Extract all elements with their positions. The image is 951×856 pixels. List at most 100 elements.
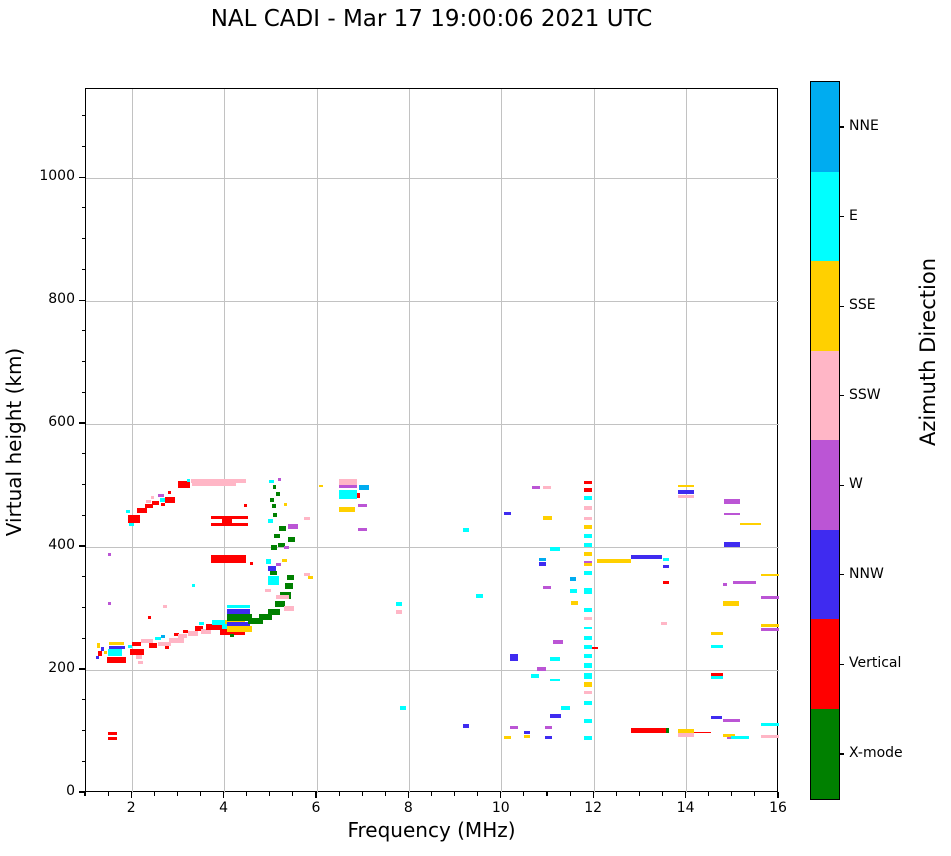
echo-point (98, 650, 102, 656)
y-tick (81, 483, 85, 486)
echo-point (761, 627, 779, 631)
echo-point (230, 634, 234, 638)
colorbar-segment-sse (811, 261, 839, 352)
echo-point (357, 528, 367, 532)
echo-point (677, 728, 694, 733)
echo-point (537, 666, 546, 671)
echo-point (677, 732, 694, 737)
echo-point (160, 502, 166, 506)
echo-point (183, 630, 188, 634)
echo-point (108, 601, 112, 605)
echo-point (267, 566, 276, 572)
echo-point (395, 609, 403, 614)
x-tick (84, 792, 86, 796)
x-tick (199, 792, 202, 796)
echo-point (194, 625, 203, 631)
echo-point (761, 722, 779, 726)
y-tick-label: 0 (66, 783, 75, 799)
x-tick (615, 792, 617, 796)
echo-point (584, 588, 592, 595)
echo-point (761, 595, 779, 599)
echo-point (226, 605, 250, 609)
colorbar-tick (840, 395, 844, 397)
y-tick (81, 330, 85, 332)
x-tick (246, 792, 248, 796)
echo-point (159, 497, 167, 502)
echo-point (190, 478, 247, 483)
echo-point (543, 585, 551, 589)
echo-point (584, 524, 592, 529)
echo-point (538, 561, 547, 566)
echo-point (108, 732, 118, 736)
echo-point (211, 619, 225, 625)
echo-point (250, 562, 254, 566)
echo-point (570, 589, 577, 594)
echo-point (266, 558, 271, 564)
echo-point (339, 484, 357, 488)
y-tick (81, 391, 85, 393)
x-gridline (593, 89, 595, 793)
echo-point (462, 723, 470, 728)
y-gridline (86, 546, 779, 548)
echo-point (711, 675, 724, 679)
echo-point (167, 491, 171, 495)
echo-point (662, 581, 670, 585)
echo-point (267, 519, 273, 524)
echo-point (307, 576, 313, 580)
x-gridline (501, 89, 503, 793)
echo-point (584, 735, 592, 740)
y-gridline (86, 669, 779, 671)
y-tick-label: 800 (48, 291, 75, 308)
echo-point (219, 628, 246, 636)
echo-point (677, 485, 694, 488)
echo-point (662, 564, 670, 568)
echo-point (724, 542, 741, 548)
echo-point (560, 706, 571, 711)
echo-point (584, 570, 592, 575)
x-tick (569, 792, 571, 796)
echo-point (510, 726, 518, 730)
colorbar-segment-e (811, 171, 839, 262)
echo-point (157, 641, 171, 646)
y-tick (81, 361, 85, 363)
echo-point (584, 627, 592, 630)
x-tick (315, 792, 317, 798)
echo-point (550, 714, 562, 719)
colorbar-tick (840, 126, 844, 128)
echo-point (661, 621, 668, 625)
x-tick (777, 792, 779, 798)
echo-point (277, 543, 286, 548)
echo-point (395, 602, 403, 607)
echo-point (550, 656, 561, 661)
echo-point (145, 504, 153, 509)
y-axis-label: Virtual height (km) (2, 347, 26, 537)
echo-point (104, 651, 108, 655)
echo-point (276, 563, 281, 567)
x-tick (523, 792, 525, 796)
x-axis-label: Frequency (MHz) (347, 818, 516, 842)
x-tick (754, 792, 756, 796)
echo-point (356, 492, 361, 498)
colorbar-tick (840, 484, 844, 486)
echo-point (584, 487, 592, 492)
x-tick (361, 792, 363, 796)
echo-point (101, 646, 105, 651)
echo-point (226, 608, 250, 614)
echo-point (135, 654, 143, 659)
colorbar-label: SSW (849, 386, 881, 403)
x-tick (638, 792, 640, 796)
echo-point (666, 728, 670, 734)
echo-point (226, 621, 250, 626)
colorbar-label: NNW (849, 565, 884, 582)
colorbar-tick (840, 215, 844, 218)
echo-point (584, 691, 592, 695)
echo-point (543, 485, 551, 489)
y-tick (81, 453, 85, 455)
echo-point (272, 504, 277, 509)
x-tick (546, 792, 548, 796)
echo-point (192, 584, 196, 588)
echo-point (544, 726, 552, 730)
echo-point (584, 719, 592, 724)
echo-point (584, 636, 592, 641)
